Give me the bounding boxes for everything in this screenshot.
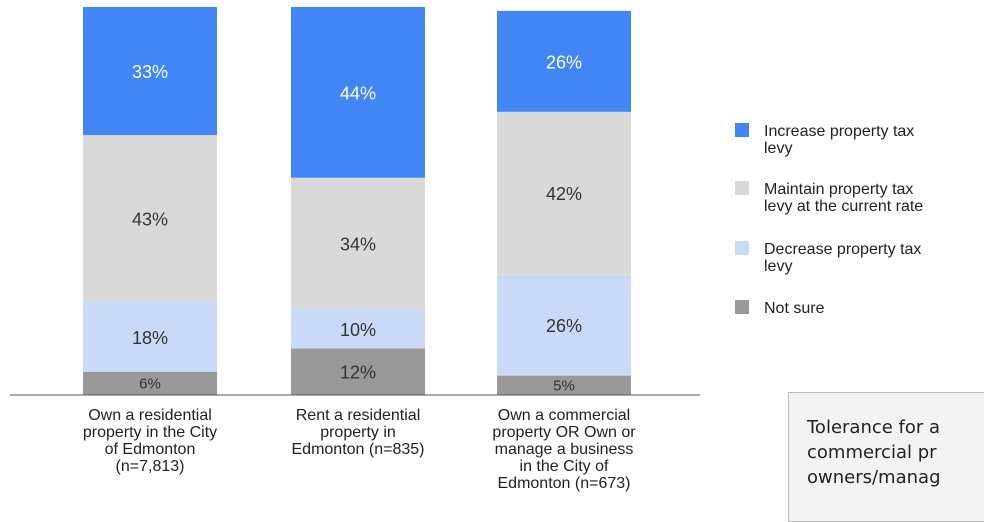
bar-segment — [497, 10, 631, 112]
bar-segment — [83, 301, 217, 372]
note-line: commercial pr — [807, 442, 937, 463]
value-label: 12% — [340, 363, 376, 383]
value-label: 26% — [546, 52, 582, 72]
note-line: owners/manag — [807, 467, 941, 488]
legend-swatch — [735, 123, 749, 137]
x-tick-label: Rent a residential property in Edmonton (n… — [292, 407, 425, 458]
value-label: 6% — [139, 375, 161, 392]
legend-label: Maintain property tax levy at the current… — [764, 181, 923, 215]
legend-label: Decrease property tax levy — [764, 241, 921, 275]
legend-label: Increase property tax levy — [764, 123, 914, 157]
value-label: 43% — [132, 209, 168, 229]
value-label: 18% — [132, 328, 168, 348]
value-label: 5% — [553, 377, 575, 394]
legend-label: Not sure — [764, 300, 825, 317]
bar-segment — [291, 309, 425, 349]
value-label: 33% — [132, 62, 168, 82]
bar-segment — [291, 7, 425, 178]
bar-segment — [291, 348, 425, 395]
bar-segment — [83, 7, 217, 136]
bar-segment — [83, 371, 217, 395]
value-label: 10% — [340, 320, 376, 340]
bar-segment — [497, 274, 631, 376]
x-tick-label: Own a commercial property OR Own or manage… — [492, 407, 636, 492]
value-label: 26% — [546, 316, 582, 336]
bar-segment — [497, 111, 631, 275]
legend-swatch — [735, 181, 749, 195]
x-tick-label: Own a residential property in the City of … — [83, 407, 217, 475]
bar-segment — [83, 135, 217, 302]
note-box: Tolerance for a commercial pr owners/man… — [788, 392, 984, 522]
note-line: Tolerance for a — [807, 417, 941, 438]
bar-segment — [291, 177, 425, 310]
value-label: 44% — [340, 83, 376, 103]
legend-swatch — [735, 300, 749, 314]
bar-segment — [497, 375, 631, 395]
legend-swatch — [735, 241, 749, 255]
value-label: 42% — [546, 184, 582, 204]
value-label: 34% — [340, 235, 376, 255]
